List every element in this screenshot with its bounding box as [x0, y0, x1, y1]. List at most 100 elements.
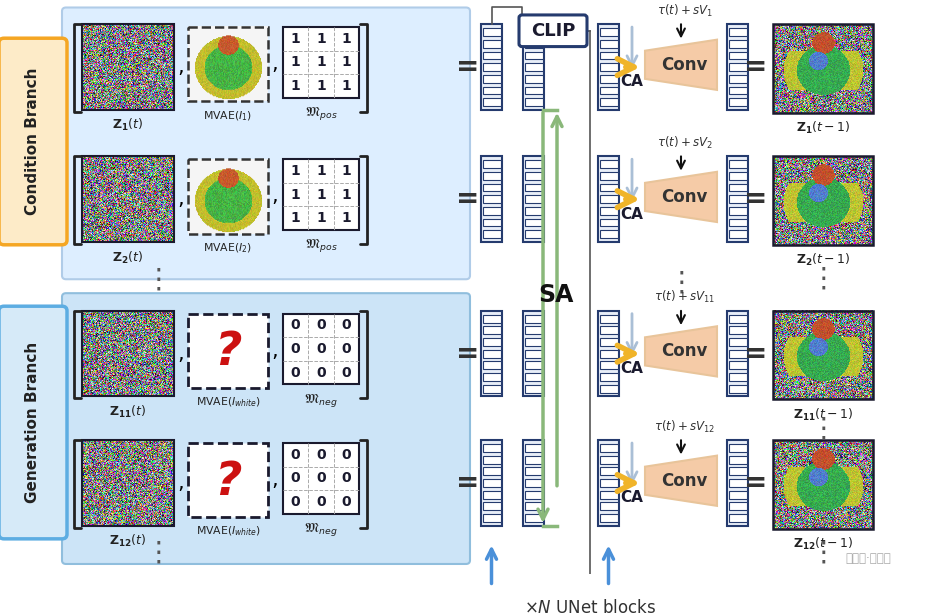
Bar: [600, 514, 618, 522]
Text: 0: 0: [290, 495, 301, 509]
Bar: [188, 314, 268, 388]
Bar: [728, 479, 746, 487]
Bar: [523, 25, 544, 110]
Text: =: =: [456, 185, 479, 213]
Bar: [525, 40, 542, 48]
Text: ⋮: ⋮: [144, 539, 172, 567]
Bar: [600, 172, 618, 180]
Text: 0: 0: [341, 447, 352, 462]
Bar: [600, 75, 618, 83]
Bar: [482, 444, 500, 452]
Text: 0: 0: [316, 471, 326, 485]
Bar: [482, 172, 500, 180]
Bar: [598, 440, 619, 526]
Text: ⋮: ⋮: [809, 414, 837, 442]
Bar: [600, 315, 618, 322]
Bar: [482, 63, 500, 71]
FancyBboxPatch shape: [62, 293, 470, 564]
Text: $\mathbf{Z_1}(t)$: $\mathbf{Z_1}(t)$: [113, 117, 144, 134]
Bar: [481, 440, 502, 526]
Text: 0: 0: [290, 318, 301, 332]
Text: 0: 0: [316, 495, 326, 509]
Bar: [728, 327, 746, 334]
Bar: [773, 156, 873, 245]
Bar: [482, 28, 500, 36]
Bar: [481, 311, 502, 397]
Text: ,: ,: [177, 57, 183, 77]
Text: 0: 0: [316, 342, 326, 356]
Bar: [482, 315, 500, 322]
Bar: [598, 25, 619, 110]
Text: $\mathfrak{M}_{pos}$: $\mathfrak{M}_{pos}$: [305, 237, 337, 254]
Bar: [525, 373, 542, 381]
Bar: [523, 440, 544, 526]
Bar: [600, 207, 618, 215]
Text: ,: ,: [177, 473, 183, 493]
Text: Conv: Conv: [662, 472, 708, 490]
Bar: [188, 443, 268, 517]
Bar: [283, 159, 359, 230]
Text: $\mathbf{Z_{11}}(t-1)$: $\mathbf{Z_{11}}(t-1)$: [792, 406, 854, 423]
Text: 1: 1: [316, 164, 326, 178]
Bar: [600, 350, 618, 357]
Text: 0: 0: [341, 318, 352, 332]
Polygon shape: [645, 40, 717, 90]
Bar: [482, 86, 500, 94]
Bar: [598, 156, 619, 242]
Bar: [728, 514, 746, 522]
Bar: [481, 156, 502, 242]
Text: Condition Branch: Condition Branch: [25, 68, 40, 215]
Bar: [525, 98, 542, 106]
Bar: [482, 230, 500, 238]
Bar: [525, 86, 542, 94]
Text: $\mathfrak{M}_{neg}$: $\mathfrak{M}_{neg}$: [305, 392, 337, 409]
Bar: [773, 25, 873, 113]
Text: $\mathrm{MVAE}(I_{white})$: $\mathrm{MVAE}(I_{white})$: [196, 395, 260, 409]
Text: =: =: [456, 340, 479, 368]
Bar: [482, 161, 500, 168]
Bar: [728, 219, 746, 226]
Text: 公众号·新智元: 公众号·新智元: [845, 552, 891, 565]
Bar: [728, 51, 746, 59]
Text: 1: 1: [316, 79, 326, 93]
Bar: [600, 98, 618, 106]
Bar: [600, 40, 618, 48]
Bar: [600, 63, 618, 71]
Text: 1: 1: [341, 211, 352, 225]
Text: =: =: [744, 53, 768, 81]
Polygon shape: [645, 455, 717, 506]
Bar: [525, 184, 542, 191]
Bar: [525, 444, 542, 452]
Bar: [482, 51, 500, 59]
Bar: [728, 338, 746, 346]
Bar: [482, 362, 500, 369]
Bar: [600, 385, 618, 392]
Bar: [525, 350, 542, 357]
Bar: [728, 456, 746, 463]
Bar: [727, 156, 748, 242]
Text: 1: 1: [290, 55, 301, 69]
Bar: [773, 311, 873, 399]
Bar: [482, 338, 500, 346]
Text: ,: ,: [271, 470, 277, 490]
Text: $\mathbf{Z_2}(t-1)$: $\mathbf{Z_2}(t-1)$: [796, 252, 851, 268]
Text: ,: ,: [271, 55, 277, 74]
Bar: [728, 98, 746, 106]
Text: 1: 1: [290, 32, 301, 46]
Bar: [600, 28, 618, 36]
Bar: [727, 25, 748, 110]
Bar: [728, 28, 746, 36]
Text: 1: 1: [341, 188, 352, 202]
Bar: [525, 172, 542, 180]
Bar: [728, 373, 746, 381]
Text: SA: SA: [539, 283, 573, 307]
Bar: [600, 161, 618, 168]
Text: $\tau(t) + sV_2$: $\tau(t) + sV_2$: [657, 135, 713, 151]
Text: 0: 0: [290, 447, 301, 462]
Bar: [525, 219, 542, 226]
Text: CA: CA: [620, 490, 644, 505]
Text: ,: ,: [177, 189, 183, 209]
Bar: [283, 443, 359, 514]
Bar: [600, 362, 618, 369]
Text: 0: 0: [341, 365, 352, 379]
